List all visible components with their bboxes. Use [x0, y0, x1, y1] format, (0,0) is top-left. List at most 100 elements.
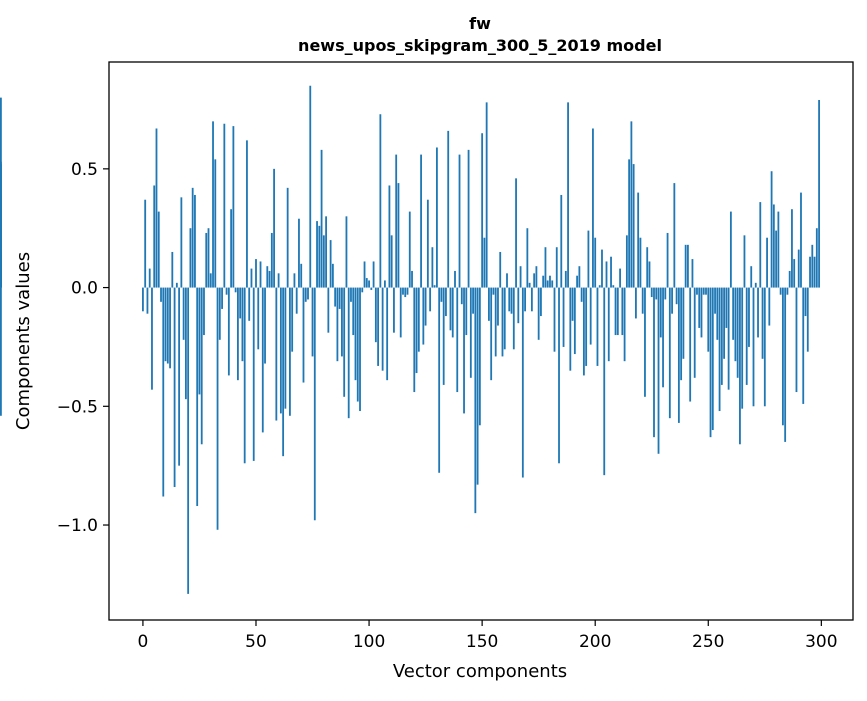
bar: [644, 287, 646, 397]
bar: [596, 287, 599, 366]
bar: [264, 287, 266, 364]
bar: [589, 287, 592, 345]
bar: [795, 287, 798, 393]
bar: [671, 287, 673, 314]
bar: [791, 209, 793, 288]
bar: [718, 287, 721, 412]
bar: [148, 268, 151, 288]
bar: [327, 287, 330, 333]
bar: [720, 287, 723, 385]
bar: [424, 287, 427, 326]
bar: [503, 287, 506, 350]
bar: [408, 211, 411, 288]
bar: [347, 287, 350, 419]
bar: [510, 287, 513, 314]
bar: [194, 194, 196, 288]
bar: [191, 187, 194, 288]
bar: [700, 287, 703, 338]
y-tick-label: −0.5: [57, 397, 98, 417]
bar: [295, 287, 298, 314]
bar: [639, 237, 642, 288]
bar: [655, 287, 658, 300]
bar: [203, 287, 205, 336]
bar: [270, 232, 273, 288]
bar: [227, 287, 230, 376]
bar: [472, 287, 474, 314]
bar: [693, 287, 696, 378]
bar: [239, 287, 242, 319]
bar: [804, 287, 807, 317]
x-tick-label: 200: [579, 632, 611, 652]
bar: [422, 287, 425, 345]
bar: [741, 287, 744, 409]
bar: [304, 287, 307, 302]
bar: [666, 232, 669, 288]
bar: [309, 85, 312, 288]
bar: [519, 266, 522, 288]
bar: [182, 287, 185, 340]
bar: [250, 268, 253, 288]
bar: [612, 285, 615, 288]
bar: [653, 287, 655, 438]
bar: [157, 211, 160, 288]
bar: [325, 216, 327, 288]
bar: [662, 287, 664, 388]
bar: [252, 287, 255, 461]
bar: [515, 178, 517, 288]
bar: [205, 232, 208, 288]
bar: [630, 121, 633, 288]
bar: [456, 287, 459, 393]
bar: [802, 287, 805, 404]
bar: [463, 287, 465, 414]
bar: [336, 287, 339, 362]
bar: [625, 235, 628, 288]
bar: [585, 287, 588, 366]
bar: [298, 218, 300, 288]
bar: [621, 287, 624, 336]
bar: [361, 287, 364, 293]
bar: [433, 285, 436, 288]
bar: [709, 287, 712, 438]
bar: [664, 287, 667, 300]
bar: [757, 287, 759, 338]
y-axis-ticks: −1.0 −0.5 0.0 0.5: [57, 160, 109, 536]
bar: [0, 287, 2, 416]
bar: [406, 287, 409, 295]
bar: [725, 287, 728, 328]
bar: [483, 237, 486, 288]
bar: [345, 216, 348, 288]
bar: [786, 287, 789, 295]
y-tick-label: 0.0: [71, 279, 98, 299]
bar: [275, 287, 278, 421]
bar: [702, 287, 705, 295]
bar: [648, 261, 651, 288]
bar: [734, 287, 737, 362]
bar: [243, 287, 246, 464]
bar: [564, 270, 567, 288]
bar: [687, 244, 689, 288]
bar: [818, 99, 820, 288]
bar: [467, 149, 470, 288]
bar: [316, 221, 318, 288]
bar: [442, 287, 445, 385]
bar: [438, 287, 441, 473]
bar: [370, 287, 373, 290]
bar: [259, 261, 262, 288]
bar: [417, 287, 420, 352]
bar: [555, 247, 558, 288]
bar: [605, 261, 608, 288]
bar: [166, 287, 169, 364]
bar: [268, 270, 271, 288]
bar: [587, 230, 590, 288]
bar: [381, 287, 384, 371]
bar: [436, 147, 438, 288]
bar: [261, 287, 264, 433]
bar: [175, 282, 178, 288]
x-tick-label: 50: [245, 632, 267, 652]
bar: [641, 287, 644, 314]
bar: [714, 287, 716, 314]
bar: [279, 287, 282, 414]
bar: [212, 121, 214, 288]
bar: [282, 287, 285, 457]
